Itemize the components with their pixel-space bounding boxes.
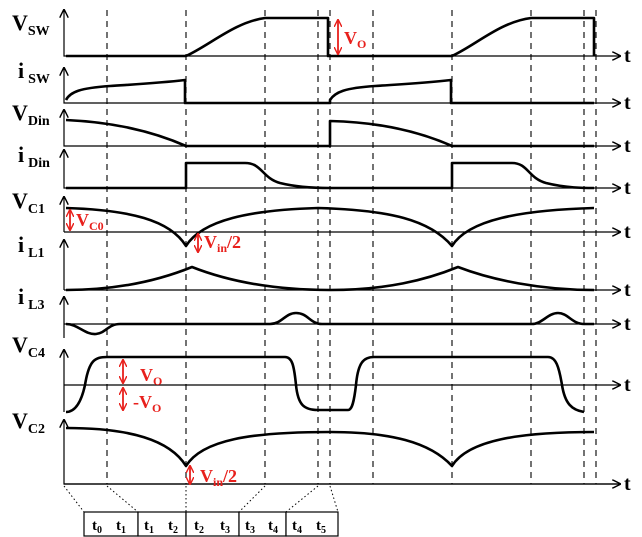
waveform-vc2 (65, 426, 595, 468)
interval-label-2b: t2 (168, 518, 178, 536)
t-label-vc2: t (624, 473, 631, 495)
t-label-vdin: t (624, 135, 631, 157)
interval-label-5a: t4 (292, 518, 302, 536)
interval-label-3b: t3 (220, 518, 230, 536)
signal-label-vc2: VC2 (12, 408, 45, 437)
annotation-vo-c4: VO (140, 365, 162, 388)
annotation-vo-sw: VO (344, 28, 366, 51)
waveform-vc4 (65, 355, 585, 414)
interval-label-4b: t4 (268, 518, 278, 536)
annotation-vin2-c1: Vin/2 (204, 232, 241, 255)
interval-label-1b: t1 (116, 518, 126, 536)
signal-label-vsw: VSW (12, 10, 50, 39)
signal-label-il1: i L1 (18, 232, 44, 261)
axis-isw (64, 68, 620, 103)
waveform-il3 (65, 311, 594, 336)
axis-idin (64, 150, 620, 188)
interval-label-3a: t2 (194, 518, 204, 536)
t-label-il3: t (624, 313, 631, 335)
leader-t5 (329, 485, 339, 513)
waveform-il1 (65, 265, 595, 292)
t-label-isw: t (624, 92, 631, 114)
interval-label-1a: t0 (92, 518, 102, 536)
interval-box-5 (285, 511, 339, 537)
leader-t3 (238, 485, 266, 513)
waveform-vc1 (65, 206, 595, 248)
t-label-vc4: t (624, 374, 631, 396)
interval-label-4a: t3 (245, 518, 255, 536)
t-label-il1: t (624, 279, 631, 301)
annotations: VO VC0 Vin/2 VO -VO Vin/2 (70, 20, 366, 489)
annotation-vc0: VC0 (76, 210, 104, 233)
leader-t4 (285, 485, 319, 513)
waveform-idin (66, 161, 595, 190)
waveform-vsw (66, 16, 596, 58)
t-label-idin: t (624, 177, 631, 199)
time-axis-labels: t t t t t t t t t (624, 45, 631, 495)
waveform-vdin (65, 118, 594, 148)
t-label-vc1: t (624, 221, 631, 243)
interval-leaders (63, 485, 339, 513)
axes (64, 10, 620, 484)
signal-label-isw: i SW (18, 58, 50, 87)
signal-label-il3: i L3 (18, 284, 44, 313)
interval-label-5b: t5 (316, 518, 326, 536)
waveforms (64, 16, 596, 468)
axis-vc2 (64, 420, 620, 485)
annotation-neg-vo-c4: -VO (133, 392, 161, 415)
interval-label-2a: t1 (144, 518, 154, 536)
interval-box-4 (238, 511, 287, 537)
leader-t0 (63, 485, 85, 513)
signal-label-vc1: VC1 (12, 188, 45, 217)
signal-label-vdin: VDin (12, 100, 50, 129)
axis-vdin (64, 110, 620, 146)
interval-table: t0 t1 t1 t2 t2 t3 t3 t4 t4 t5 (83, 511, 339, 537)
signal-label-idin: i Din (18, 142, 50, 171)
signal-label-vc4: VC4 (12, 332, 45, 361)
waveform-isw (64, 78, 594, 105)
leader-t1 (106, 485, 139, 513)
annotation-vin2-c2: Vin/2 (200, 466, 237, 489)
t-label-vsw: t (624, 45, 631, 67)
signal-labels: VSW i SW VDin i Din VC1 i L1 i L3 VC4 VC2 (12, 10, 50, 437)
interval-box-2 (137, 511, 187, 537)
